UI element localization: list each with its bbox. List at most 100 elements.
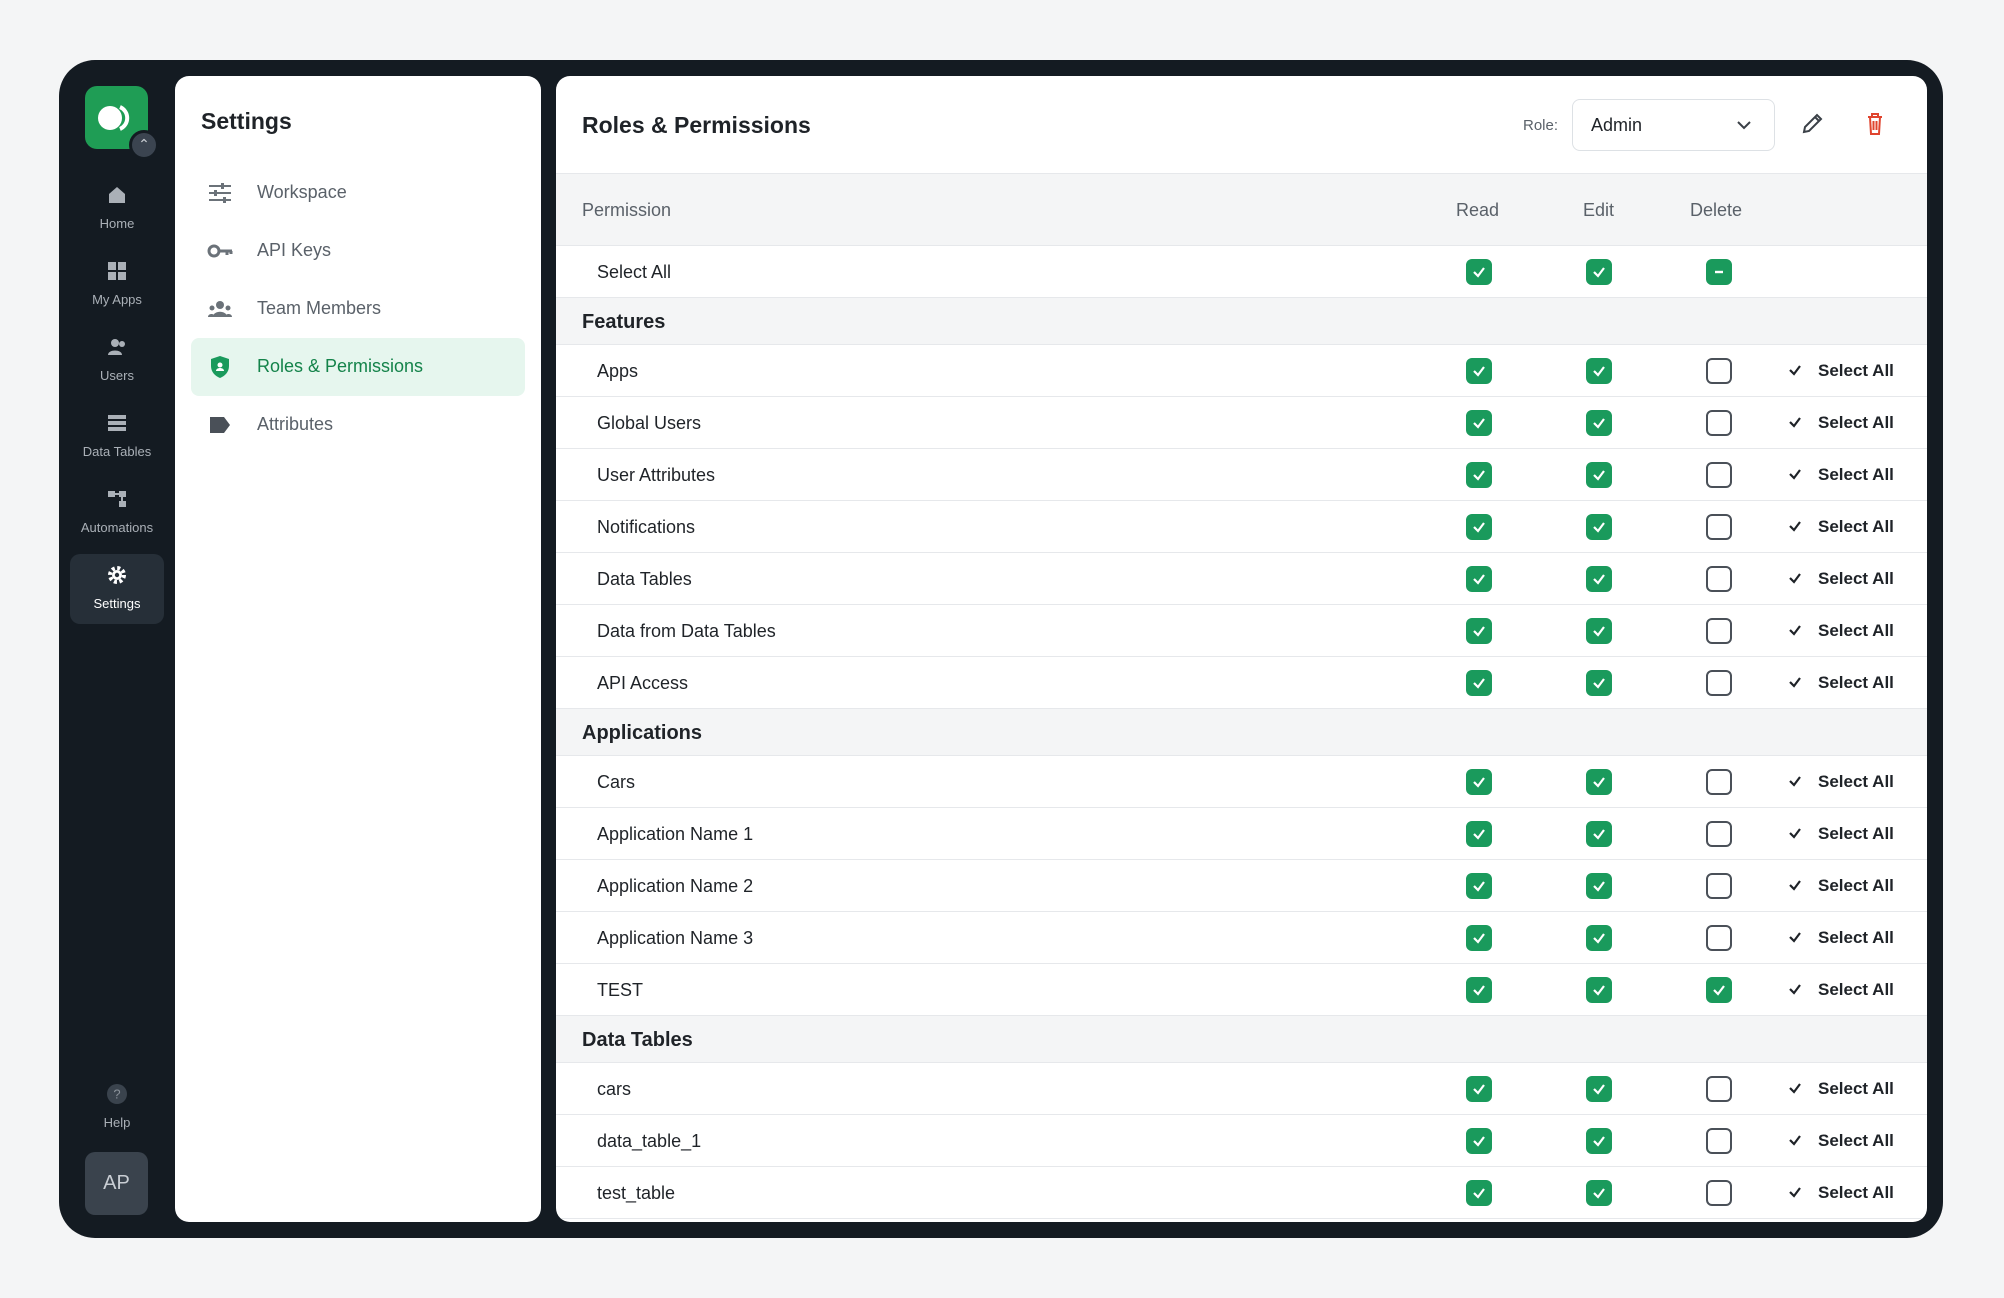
check-icon: [1473, 1136, 1485, 1147]
settings-item-attributes[interactable]: Attributes: [191, 396, 525, 454]
read-checkbox[interactable]: [1466, 358, 1492, 384]
read-checkbox[interactable]: [1466, 769, 1492, 795]
check-icon: [1789, 417, 1801, 428]
edit-checkbox[interactable]: [1586, 925, 1612, 951]
read-checkbox[interactable]: [1466, 514, 1492, 540]
check-icon: [1473, 418, 1485, 429]
column-header-delete: Delete: [1690, 200, 1743, 220]
rail-item-automations[interactable]: Automations: [70, 478, 164, 548]
edit-checkbox[interactable]: [1586, 410, 1612, 436]
check-icon: [1789, 365, 1801, 376]
trash-icon[interactable]: [1859, 108, 1891, 140]
delete-checkbox[interactable]: [1706, 1128, 1732, 1154]
check-icon: [1593, 829, 1605, 840]
delete-checkbox[interactable]: [1706, 618, 1732, 644]
read-checkbox[interactable]: [1466, 618, 1492, 644]
delete-checkbox[interactable]: [1706, 358, 1732, 384]
read-checkbox[interactable]: [1466, 1128, 1492, 1154]
settings-item-api-keys[interactable]: API Keys: [191, 222, 525, 280]
check-icon: [1789, 1187, 1801, 1198]
delete-checkbox[interactable]: [1706, 769, 1732, 795]
chevron-down-icon: [1737, 121, 1751, 130]
delete-checkbox[interactable]: [1706, 514, 1732, 540]
permission-name: Application Name 2: [597, 876, 754, 896]
page-title: Roles & Permissions: [582, 112, 811, 138]
check-icon: [1789, 932, 1801, 943]
check-icon: [1473, 777, 1485, 788]
rail-item-settings[interactable]: Settings: [70, 554, 164, 624]
permission-name: Global Users: [597, 413, 702, 433]
rail-item-home[interactable]: Home: [70, 174, 164, 244]
check-icon: [1593, 522, 1605, 533]
permission-name: test_table: [597, 1183, 676, 1203]
select-all-read-checkbox[interactable]: [1466, 259, 1492, 285]
settings-item-team-members[interactable]: Team Members: [191, 280, 525, 338]
rail-item-my-apps[interactable]: My Apps: [70, 250, 164, 320]
table-row: Application Name 2 Select All: [556, 860, 1927, 912]
edit-checkbox[interactable]: [1586, 821, 1612, 847]
table-row: Application Name 3 Select All: [556, 912, 1927, 964]
role-select[interactable]: Admin: [1572, 99, 1775, 151]
read-checkbox[interactable]: [1466, 1180, 1492, 1206]
delete-checkbox[interactable]: [1706, 566, 1732, 592]
chevron-updown-icon[interactable]: ⌃: [129, 130, 159, 160]
rail-item-data-tables[interactable]: Data Tables: [70, 402, 164, 472]
row-select-all-label: Select All: [1818, 980, 1894, 999]
select-all-delete-checkbox[interactable]: [1706, 259, 1732, 285]
edit-checkbox[interactable]: [1586, 1180, 1612, 1206]
edit-checkbox[interactable]: [1586, 358, 1612, 384]
delete-checkbox[interactable]: [1706, 1076, 1732, 1102]
delete-checkbox[interactable]: [1706, 925, 1732, 951]
permission-name: data_table_1: [597, 1131, 702, 1151]
edit-checkbox[interactable]: [1586, 566, 1612, 592]
read-checkbox[interactable]: [1466, 462, 1492, 488]
rail-item-help[interactable]: ? Help: [70, 1073, 164, 1143]
svg-text:?: ?: [113, 1087, 120, 1102]
nav-rail: ⌃ Home My Apps Users Data Tables Automat…: [59, 60, 175, 1238]
table-row: Notifications Select All: [556, 501, 1927, 553]
delete-checkbox[interactable]: [1706, 821, 1732, 847]
edit-checkbox[interactable]: [1586, 1076, 1612, 1102]
check-icon: [1789, 880, 1801, 891]
read-checkbox[interactable]: [1466, 1076, 1492, 1102]
app-frame: ⌃ Home My Apps Users Data Tables Automat…: [59, 60, 1943, 1238]
table-row: Data from Data Tables Select All: [556, 605, 1927, 657]
avatar[interactable]: AP: [85, 1152, 148, 1215]
delete-checkbox[interactable]: [1706, 1180, 1732, 1206]
check-icon: [1593, 1084, 1605, 1095]
settings-item-workspace[interactable]: Workspace: [191, 164, 525, 222]
delete-checkbox[interactable]: [1706, 670, 1732, 696]
read-checkbox[interactable]: [1466, 925, 1492, 951]
rail-item-users[interactable]: Users: [70, 326, 164, 396]
edit-checkbox[interactable]: [1586, 1128, 1612, 1154]
select-all-edit-checkbox[interactable]: [1586, 259, 1612, 285]
read-checkbox[interactable]: [1466, 410, 1492, 436]
check-icon: [1789, 776, 1801, 787]
check-icon: [1789, 1135, 1801, 1146]
read-checkbox[interactable]: [1466, 670, 1492, 696]
edit-checkbox[interactable]: [1586, 462, 1612, 488]
delete-checkbox[interactable]: [1706, 462, 1732, 488]
delete-checkbox[interactable]: [1706, 873, 1732, 899]
check-icon: [1473, 1188, 1485, 1199]
edit-checkbox[interactable]: [1586, 514, 1612, 540]
edit-checkbox[interactable]: [1586, 769, 1612, 795]
pencil-icon[interactable]: [1796, 108, 1828, 140]
edit-checkbox[interactable]: [1586, 670, 1612, 696]
read-checkbox[interactable]: [1466, 873, 1492, 899]
edit-checkbox[interactable]: [1586, 618, 1612, 644]
settings-item-label: API Keys: [257, 240, 332, 260]
tag-icon: [210, 417, 230, 433]
edit-checkbox[interactable]: [1586, 977, 1612, 1003]
logo[interactable]: [85, 86, 148, 149]
delete-checkbox[interactable]: [1706, 977, 1732, 1003]
delete-checkbox[interactable]: [1706, 410, 1732, 436]
read-checkbox[interactable]: [1466, 566, 1492, 592]
edit-checkbox[interactable]: [1586, 873, 1612, 899]
check-icon: [1473, 574, 1485, 585]
settings-title: Settings: [201, 108, 292, 134]
permission-name: User Attributes: [597, 465, 716, 485]
read-checkbox[interactable]: [1466, 821, 1492, 847]
settings-item-roles-permissions[interactable]: Roles & Permissions: [191, 338, 525, 396]
read-checkbox[interactable]: [1466, 977, 1492, 1003]
